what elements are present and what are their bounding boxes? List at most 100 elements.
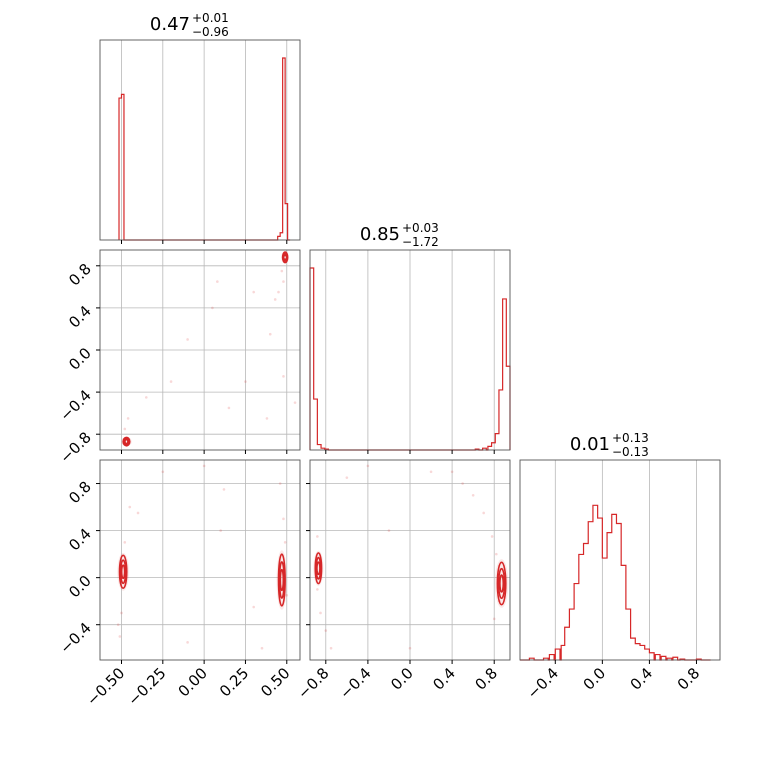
y-tick-label: −0.8 xyxy=(56,428,94,466)
scatter-point xyxy=(345,476,349,479)
density-contour xyxy=(124,438,129,445)
y-tick-label: 0.4 xyxy=(65,302,95,332)
scatter-point xyxy=(293,401,297,404)
panel-background xyxy=(520,460,720,660)
histogram-title-minus: −0.13 xyxy=(612,445,649,459)
scatter-point xyxy=(123,541,127,544)
scatter-point xyxy=(211,306,214,310)
x-tick-label: −0.25 xyxy=(124,664,169,709)
x-tick-label: 0.25 xyxy=(216,664,252,700)
scatter-point xyxy=(128,505,132,509)
scatter-point xyxy=(118,635,122,638)
scatter-point xyxy=(316,535,319,538)
scatter-point xyxy=(429,470,433,474)
density-contour xyxy=(282,254,288,261)
scatter-point xyxy=(169,380,173,383)
x-tick-label: 0.4 xyxy=(429,664,459,694)
panel-background xyxy=(100,40,300,240)
scatter-panel-1-2: −0.8 −0.4 0.0 0.4 0.8 xyxy=(56,249,301,467)
density-contour xyxy=(278,561,285,599)
histogram-series-3 xyxy=(520,504,711,661)
x-tick-label: 0.0 xyxy=(387,664,417,694)
scatter-point xyxy=(216,280,219,283)
histogram-title-minus: −0.96 xyxy=(192,25,229,39)
panel-frame xyxy=(519,459,721,661)
density-contour xyxy=(316,561,321,576)
panel-background xyxy=(100,460,300,660)
density-contour xyxy=(122,436,131,447)
scatter-point xyxy=(387,529,391,532)
panel-content xyxy=(116,464,289,650)
scatter-point xyxy=(283,541,287,544)
histogram-title-median: 0.01 xyxy=(570,434,610,455)
scatter-point xyxy=(316,588,319,591)
scatter-point xyxy=(186,338,189,341)
scatter-point xyxy=(461,482,464,485)
scatter-point xyxy=(123,427,127,431)
histogram-title-median: 0.85 xyxy=(360,224,400,245)
panel-frame xyxy=(99,39,301,241)
scatter-point xyxy=(282,280,285,283)
scatter-point xyxy=(227,406,231,410)
scatter-point xyxy=(126,417,130,420)
y-tick-label: −0.4 xyxy=(56,619,94,657)
density-contour xyxy=(279,568,285,592)
histogram-series-1 xyxy=(118,57,291,241)
scatter-point xyxy=(278,482,282,485)
scatter-point xyxy=(260,646,264,650)
scatter-point xyxy=(492,617,496,621)
scatter-point xyxy=(280,269,284,273)
panel-frame xyxy=(99,459,301,661)
scatter-point xyxy=(222,488,226,491)
scatter-point xyxy=(282,517,285,521)
scatter-point xyxy=(408,646,412,650)
scatter-point xyxy=(482,511,485,515)
y-tick-label: 0.0 xyxy=(65,572,95,602)
scatter-point xyxy=(273,298,277,301)
scatter-point xyxy=(324,629,328,632)
panel-content xyxy=(121,251,297,447)
density-contour xyxy=(123,437,130,446)
scatter-point xyxy=(366,464,370,468)
histogram-title-plus: +0.13 xyxy=(612,431,649,445)
y-tick-label: −0.4 xyxy=(56,386,94,424)
histogram-title-plus: +0.03 xyxy=(402,221,439,235)
scatter-point xyxy=(495,552,498,556)
scatter-point xyxy=(161,470,165,474)
scatter-point xyxy=(120,611,123,615)
density-contour xyxy=(499,574,505,593)
density-contour xyxy=(496,561,507,606)
scatter-point xyxy=(285,593,289,597)
histogram-title-median: 0.47 xyxy=(150,14,190,35)
density-contour xyxy=(314,552,323,585)
scatter-point xyxy=(265,417,269,420)
scatter-point xyxy=(252,290,256,294)
scatter-point xyxy=(252,605,256,609)
scatter-point xyxy=(277,290,280,294)
histogram-panel-3: −0.4 0.0 0.4 0.8 0.01 +0.13−0.13 xyxy=(519,431,721,703)
x-tick-label: 0.50 xyxy=(257,664,293,700)
scatter-point xyxy=(329,646,333,650)
y-tick-label: 0.4 xyxy=(65,525,95,555)
x-tick-label: −0.4 xyxy=(336,664,374,702)
density-contour xyxy=(119,559,127,585)
x-tick-label: 0.00 xyxy=(175,664,211,700)
histogram-panel-2: 0.85 +0.03−1.72 xyxy=(309,221,511,454)
scatter-point xyxy=(450,470,454,474)
scatter-point xyxy=(282,375,285,378)
histogram-title-minus: −1.72 xyxy=(402,235,439,249)
panel-content xyxy=(313,464,509,650)
scatter-panel-1-3: −0.50−0.25 0.00 0.25 0.50 −0.4 0.0 0.4 0.8 xyxy=(56,459,301,709)
scatter-point xyxy=(319,611,322,615)
x-tick-label: 0.0 xyxy=(580,664,610,694)
x-tick-label: 0.8 xyxy=(471,664,501,694)
histogram-series-2 xyxy=(309,267,511,451)
x-tick-label: −0.4 xyxy=(524,664,562,702)
scatter-point xyxy=(202,464,206,468)
scatter-point xyxy=(186,641,189,644)
y-tick-label: 0.0 xyxy=(65,344,95,374)
histogram-panel-1: 0.47 +0.01−0.96 xyxy=(99,11,301,244)
scatter-point xyxy=(490,535,494,538)
x-tick-label: −0.50 xyxy=(83,664,128,709)
